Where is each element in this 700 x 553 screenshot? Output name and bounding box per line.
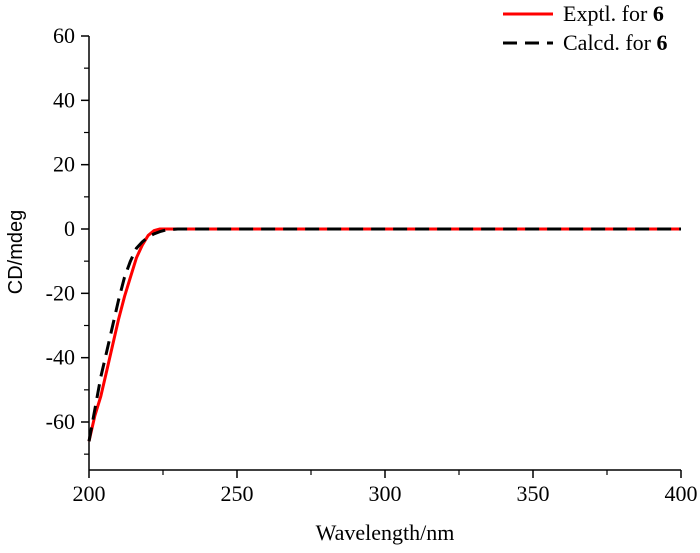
y-tick-label: -60 — [46, 409, 75, 434]
y-ticks: 60 40 20 0 -20 -40 -60 — [46, 23, 89, 455]
y-tick-label: 0 — [64, 216, 75, 241]
legend-label: Exptl. for 6 — [563, 1, 664, 26]
x-ticks: 200 250 300 350 400 — [73, 470, 698, 506]
y-tick-label: 40 — [53, 87, 75, 112]
series-line-exptl — [87, 227, 681, 442]
x-tick-label: 200 — [73, 481, 106, 506]
y-tick-label: 20 — [53, 152, 75, 177]
x-tick-label: 400 — [665, 481, 698, 506]
y-axis-title: CD/mdeg — [5, 210, 27, 294]
x-tick-label: 300 — [369, 481, 402, 506]
legend: Exptl. for 6 Calcd. for 6 — [503, 1, 667, 55]
x-axis-title: Wavelength/nm — [316, 520, 455, 545]
legend-label: Calcd. for 6 — [563, 30, 667, 55]
x-tick-label: 250 — [221, 481, 254, 506]
y-tick-label: -40 — [46, 345, 75, 370]
y-tick-label: 60 — [53, 23, 75, 48]
x-tick-label: 350 — [517, 481, 550, 506]
series-layer — [87, 227, 681, 442]
y-tick-label: -20 — [46, 280, 75, 305]
series-line-calcd — [87, 227, 681, 442]
